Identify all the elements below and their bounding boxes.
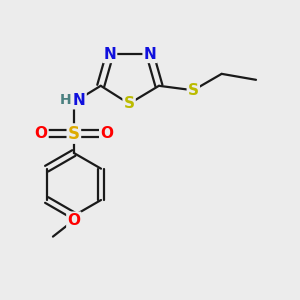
Text: S: S [124, 96, 135, 111]
Text: O: O [100, 126, 113, 141]
Text: O: O [68, 213, 80, 228]
Text: N: N [73, 93, 85, 108]
Text: N: N [103, 47, 116, 62]
Text: N: N [144, 47, 156, 62]
Text: S: S [68, 124, 80, 142]
Text: H: H [60, 93, 71, 107]
Text: S: S [188, 83, 199, 98]
Text: O: O [34, 126, 47, 141]
